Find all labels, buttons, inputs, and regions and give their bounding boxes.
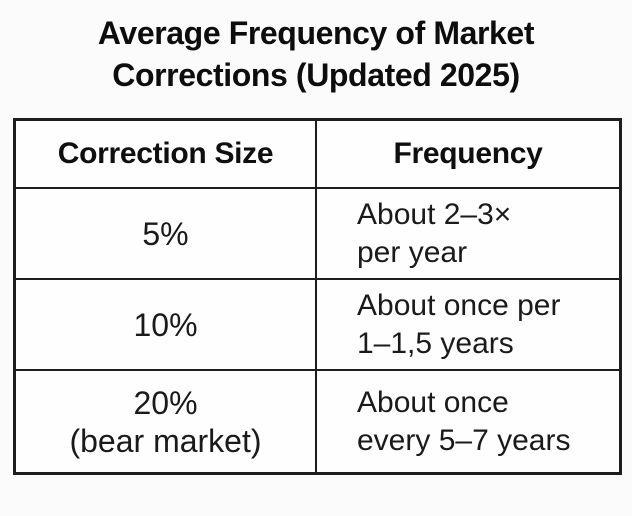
page-title-line-1: Average Frequency of Market: [97, 15, 535, 51]
size-value: 20%: [133, 384, 198, 421]
table-row-1-frequency: About 2–3× per year: [317, 187, 619, 278]
header-frequency: Frequency: [393, 137, 543, 170]
header-correction-size: Correction Size: [16, 121, 317, 187]
size-note: (bear market): [69, 422, 262, 459]
frequency-value-line: every 5–7 years: [357, 423, 571, 457]
table-row-2-size: 10%: [16, 278, 317, 369]
size-value: 5%: [142, 215, 189, 252]
table-row-1-size: 5%: [16, 187, 317, 278]
frequency-value-line: About once per: [357, 288, 561, 322]
page-title-line-2: Corrections (Updated 2025): [112, 57, 520, 93]
table-row-3-frequency: About once every 5–7 years: [317, 369, 619, 472]
size-value: 10%: [133, 306, 198, 343]
page-title: Average Frequency of Market Corrections …: [0, 12, 632, 96]
frequency-value-line: 1–1,5 years: [357, 326, 514, 360]
table-row-3-size: 20% (bear market): [16, 369, 317, 472]
frequency-value-line: About once: [357, 385, 509, 419]
frequency-value-line: About 2–3×: [357, 197, 512, 231]
frequency-value-line: per year: [357, 235, 468, 269]
table-row-2-frequency: About once per 1–1,5 years: [317, 278, 619, 369]
corrections-table: Correction Size Frequency 5% About 2–3× …: [13, 118, 622, 475]
